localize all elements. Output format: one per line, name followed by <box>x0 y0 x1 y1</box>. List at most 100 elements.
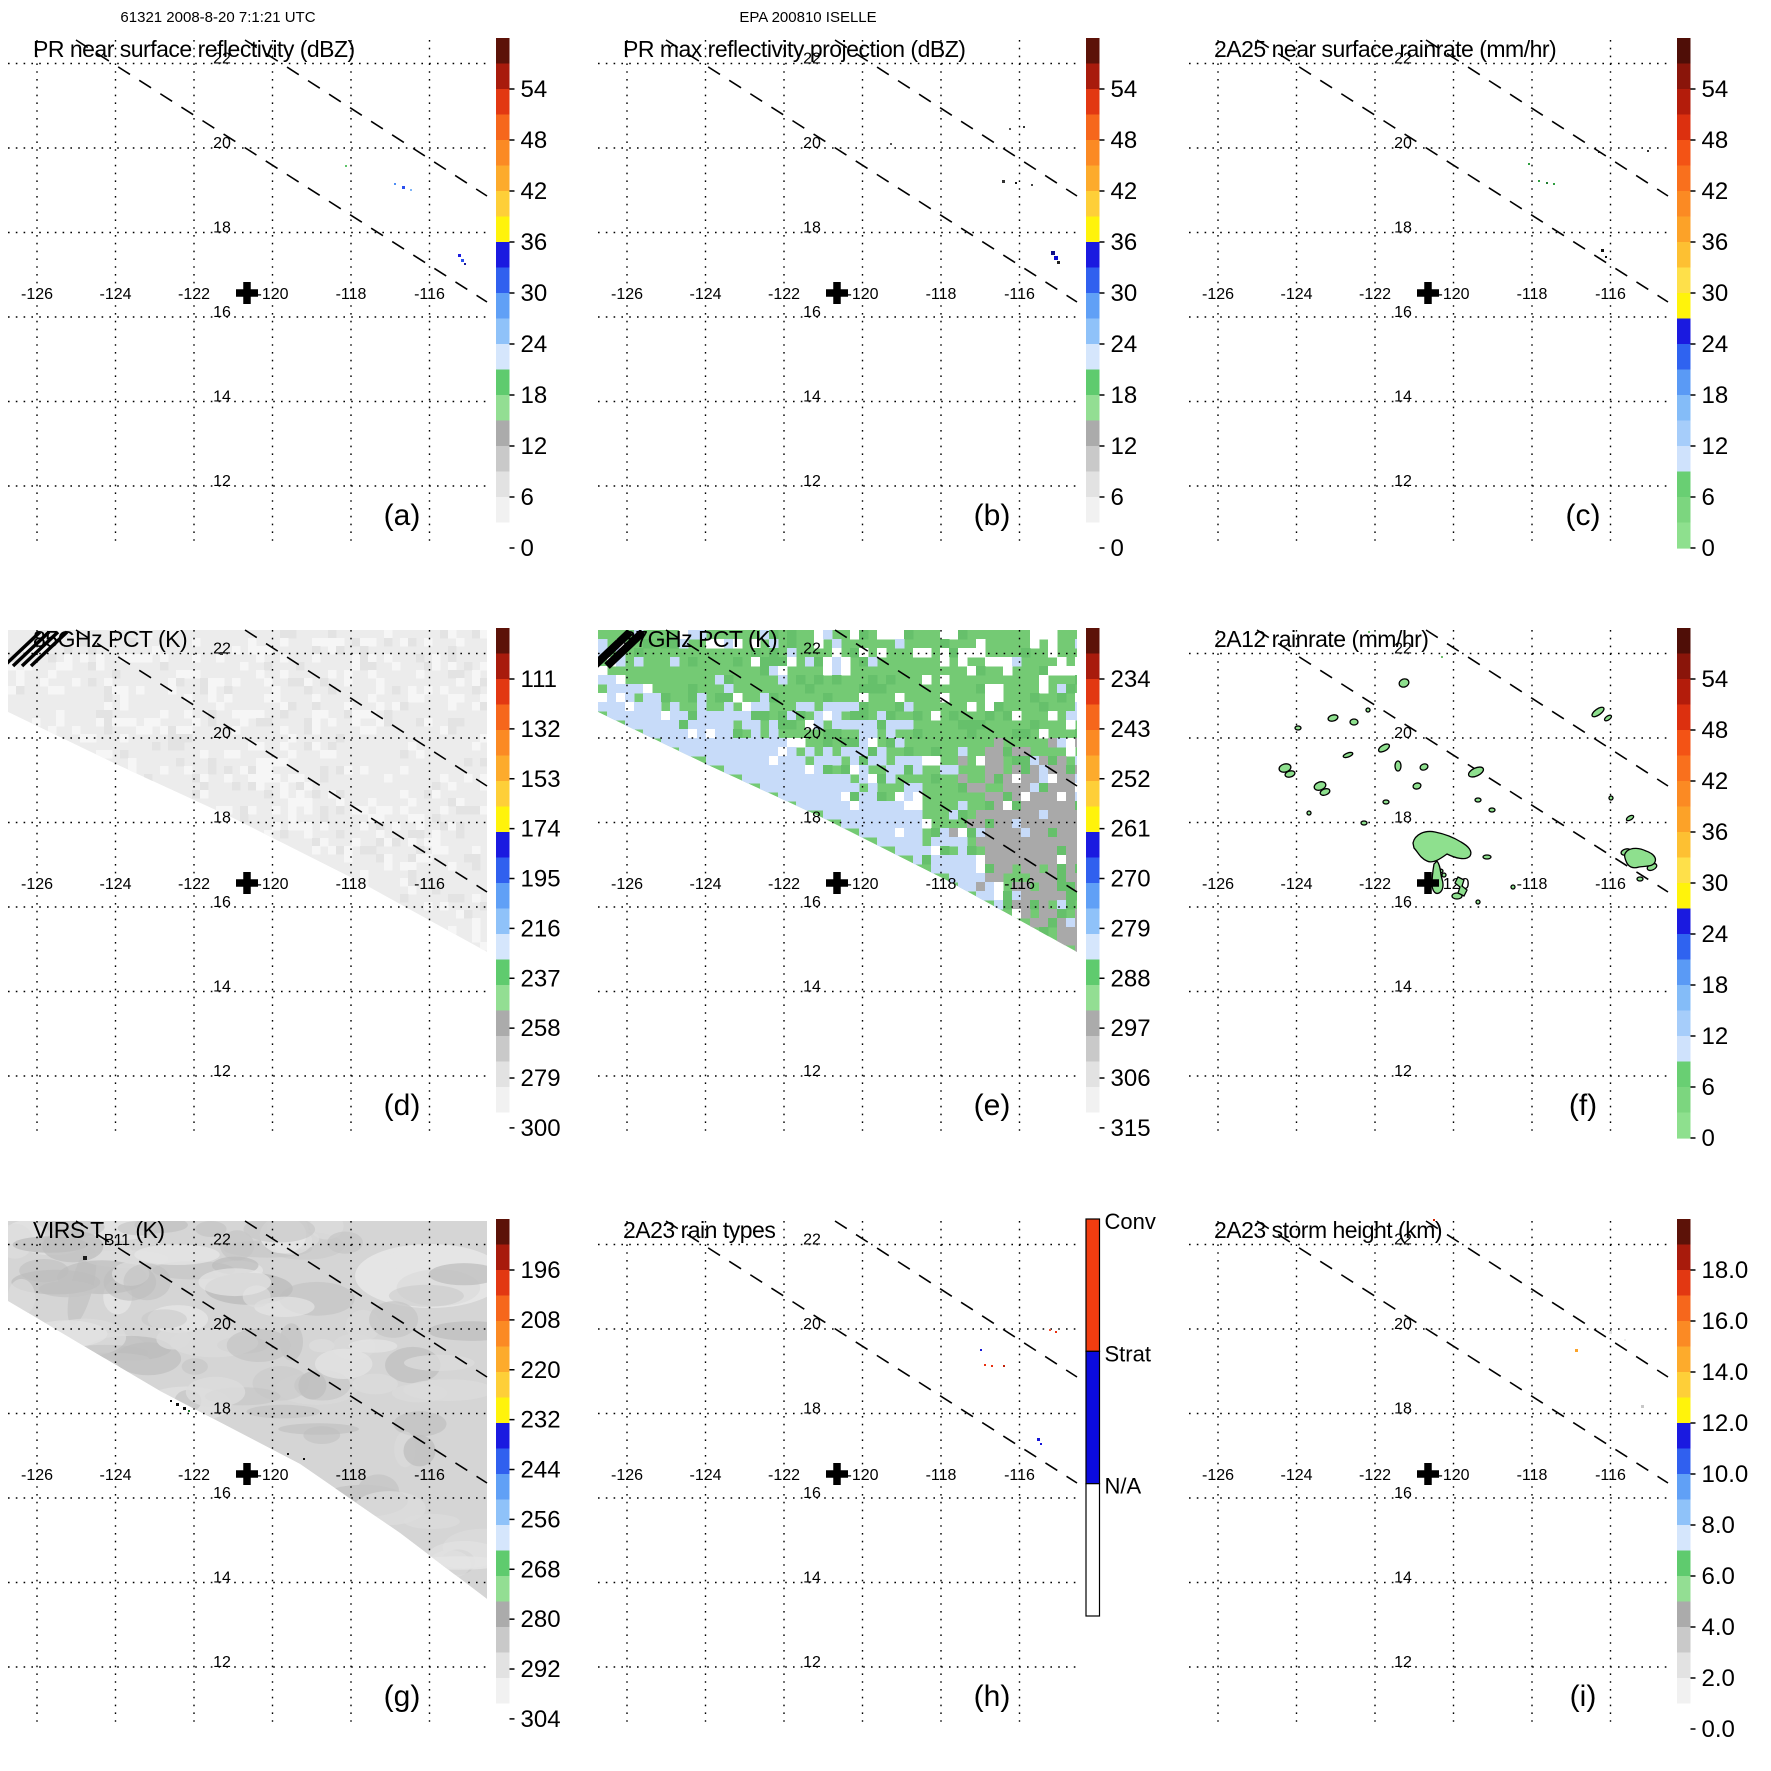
colorbar-tick-label: 54 <box>1702 666 1729 693</box>
storm-center-marker <box>1417 1463 1439 1485</box>
colorbar-tick-label: 261 <box>1111 816 1151 843</box>
colorbar-tick-label: 24 <box>1702 331 1729 358</box>
lat-label: 20 <box>803 725 821 742</box>
panel-a-title: PR near surface reflectivity (dBZ) <box>33 36 355 62</box>
lon-label: -118 <box>1517 876 1548 893</box>
colorbar-tick-label: 232 <box>521 1407 561 1434</box>
colorbar-tick-label: 256 <box>521 1506 561 1533</box>
colorbar-category-label: Strat <box>1105 1341 1151 1366</box>
panel-d: 22 20 18 16 14 12 -126 -124 -122 -120 -118 -116 85GH… <box>0 590 591 1181</box>
lon-label: -124 <box>99 876 131 893</box>
panel-g-letter: (g) <box>384 1680 421 1713</box>
lat-label: 18 <box>213 220 231 237</box>
lat-label: 20 <box>803 1316 821 1333</box>
colorbar-tick-label: 243 <box>1111 716 1151 743</box>
colorbar-tick-label: 10.0 <box>1702 1461 1749 1488</box>
lon-label: -124 <box>1280 286 1312 303</box>
lon-label: -124 <box>1280 876 1312 893</box>
colorbar-tick-label: 42 <box>1702 768 1729 795</box>
pr-swath-edge-lines <box>665 1220 1078 1484</box>
pr-swath-edge-lines <box>1256 629 1669 893</box>
lat-label: 12 <box>213 1063 231 1080</box>
panel-a-letter: (a) <box>384 499 421 532</box>
graticule <box>598 630 1077 1137</box>
lon-label: -126 <box>611 876 643 893</box>
colorbar-tick-label: 24 <box>1111 331 1138 358</box>
colorbar-tick-label: 48 <box>521 127 548 154</box>
lat-label: 18 <box>1394 1401 1412 1418</box>
colorbar-tick-label: 4.0 <box>1702 1614 1735 1641</box>
storm-center-marker <box>1417 282 1439 304</box>
panel-i-colorbar: 18.0 16.0 14.0 12.0 10.0 8.0 6.0 4.0 2.0 0.0 <box>1677 1219 1748 1743</box>
colorbar-category-label: N/A <box>1105 1474 1142 1499</box>
pr-swath-edge-lines <box>75 629 488 893</box>
colorbar-tick-label: 280 <box>521 1606 561 1633</box>
storm-name-header: EPA 200810 ISELLE <box>739 9 876 26</box>
lon-label: -120 <box>256 876 288 893</box>
panel-h-title: 2A23 rain types <box>623 1217 775 1243</box>
colorbar-tick-label: 12 <box>521 433 548 460</box>
lon-label: -118 <box>926 1467 957 1484</box>
colorbar-tick-label: 0 <box>521 535 534 562</box>
panel-b-letter: (b) <box>974 499 1011 532</box>
panel-g: 22 20 18 16 14 12 -126 -124 -122 -120 -118 -116 VIRS… <box>0 1181 591 1771</box>
colorbar-tick-label: 36 <box>1702 229 1729 256</box>
lat-label: 18 <box>213 810 231 827</box>
colorbar-tick-label: 6.0 <box>1702 1563 1735 1590</box>
lat-label: 16 <box>213 894 231 911</box>
colorbar-tick-label: 279 <box>521 1065 561 1092</box>
panel-i-letter: (i) <box>1570 1680 1597 1713</box>
graticule <box>8 1221 487 1728</box>
panel-b: 22 20 18 16 14 12 -126 -124 -122 -120 -118 -116 PR m… <box>590 0 1181 591</box>
lon-label: -122 <box>178 876 210 893</box>
lon-label: -116 <box>414 1467 445 1484</box>
lon-label: -118 <box>926 286 957 303</box>
lat-label: 18 <box>1394 810 1412 827</box>
swath-edge-hatch-icon <box>8 630 69 668</box>
graticule <box>1189 1221 1668 1728</box>
storm-center-marker <box>236 282 258 304</box>
data-pixels <box>83 1256 305 1460</box>
lon-label: -126 <box>21 876 53 893</box>
colorbar-tick-label: 14.0 <box>1702 1359 1749 1386</box>
panel-d-letter: (d) <box>384 1089 421 1122</box>
panel-g-plot: 22 20 18 16 14 12 -126 -124 -122 -120 -118 -116 VIRS… <box>8 1217 561 1733</box>
colorbar-tick-label: 0 <box>1702 535 1715 562</box>
lat-label: 18 <box>803 810 821 827</box>
data-pixels <box>1368 631 1443 658</box>
lat-label: 18 <box>213 1401 231 1418</box>
lon-label: -122 <box>768 876 800 893</box>
lat-label: 18 <box>1394 220 1412 237</box>
panel-h-colorbar: Conv Strat N/A <box>1085 1209 1156 1617</box>
lat-label: 22 <box>803 641 821 658</box>
colorbar-tick-label: 54 <box>1702 76 1729 103</box>
lat-label: 16 <box>1394 304 1412 321</box>
graticule <box>598 1221 1077 1728</box>
lat-label: 22 <box>1394 1232 1412 1249</box>
lon-label: -120 <box>846 1467 878 1484</box>
colorbar-tick-label: 18 <box>1702 382 1729 409</box>
panel-c-letter: (c) <box>1566 499 1601 532</box>
panel-a-colorbar: 54 48 42 36 30 24 18 12 6 0 <box>496 38 547 562</box>
colorbar-tick-label: 30 <box>1702 870 1729 897</box>
colorbar-category-label: Conv <box>1105 1209 1156 1234</box>
panel-f-colorbar: 54 48 42 36 30 24 18 12 6 0 <box>1677 628 1728 1152</box>
storm-center-marker <box>236 872 258 894</box>
colorbar-tick-label: 18 <box>1702 972 1729 999</box>
lon-label: -126 <box>1202 876 1234 893</box>
lon-label: -118 <box>336 876 367 893</box>
panel-h: 22 20 18 16 14 12 -126 -124 -122 -120 -118 -116 2A23… <box>590 1181 1181 1771</box>
data-pixels <box>980 1329 1057 1445</box>
lon-label: -118 <box>336 286 367 303</box>
colorbar-tick-label: 24 <box>1702 921 1729 948</box>
colorbar-tick-label: 279 <box>1111 915 1151 942</box>
lon-label: -124 <box>689 876 721 893</box>
panel-c-colorbar: 54 48 42 36 30 24 18 12 6 0 <box>1677 38 1728 562</box>
panel-i-plot: 22 20 18 16 14 12 -126 -124 -122 -120 -118 -116 2A23… <box>1189 1217 1748 1743</box>
colorbar-tick-label: 8.0 <box>1702 1512 1735 1539</box>
panel-h-plot: 22 20 18 16 14 12 -126 -124 -122 -120 -118 -116 2A23… <box>598 1209 1156 1728</box>
lon-label: -120 <box>1437 286 1469 303</box>
lat-label: 12 <box>803 1063 821 1080</box>
lat-label: 12 <box>1394 1654 1412 1671</box>
pr-swath-edge-lines <box>665 629 1078 893</box>
